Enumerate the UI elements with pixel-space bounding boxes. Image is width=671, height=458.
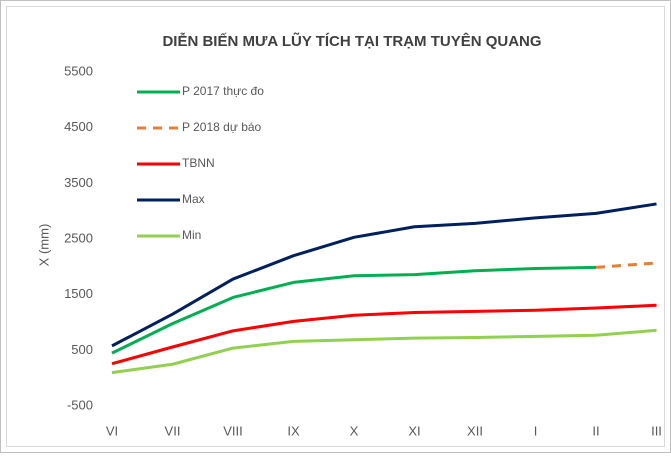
x-tick-label: IX <box>287 423 300 438</box>
y-tick-label: 500 <box>71 342 93 357</box>
legend-label: Max <box>182 192 205 206</box>
y-tick-label: 4500 <box>64 119 93 134</box>
legend-label: Min <box>182 228 201 242</box>
x-tick-label: XII <box>467 423 483 438</box>
legend-label: P 2017 thực đo <box>182 84 264 98</box>
x-tick-label: I <box>534 423 538 438</box>
x-tick-label: VII <box>165 423 181 438</box>
chart-border <box>6 6 665 447</box>
series-line <box>111 328 657 375</box>
x-tick-label: VIII <box>223 423 243 438</box>
x-tick-label: II <box>592 423 599 438</box>
x-tick-label: XI <box>408 423 420 438</box>
series-line <box>111 202 657 348</box>
y-tick-label: 5500 <box>64 63 93 78</box>
y-tick-label: 1500 <box>64 286 93 301</box>
y-tick-label: 3500 <box>64 175 93 190</box>
series-line <box>595 261 657 269</box>
y-tick-label: 2500 <box>64 230 93 245</box>
chart-title: DIỄN BIẾN MƯA LŨY TÍCH TẠI TRẠM TUYÊN QU… <box>162 32 541 50</box>
y-axis-label: X (mm) <box>36 224 51 267</box>
x-tick-label: VI <box>106 423 118 438</box>
y-tick-label: -500 <box>67 397 93 412</box>
legend-label: P 2018 dự báo <box>182 120 262 134</box>
series-line <box>111 265 597 355</box>
x-tick-label: III <box>651 423 662 438</box>
series-line <box>111 303 657 366</box>
legend-label: TBNN <box>182 156 215 170</box>
x-tick-label: X <box>350 423 359 438</box>
